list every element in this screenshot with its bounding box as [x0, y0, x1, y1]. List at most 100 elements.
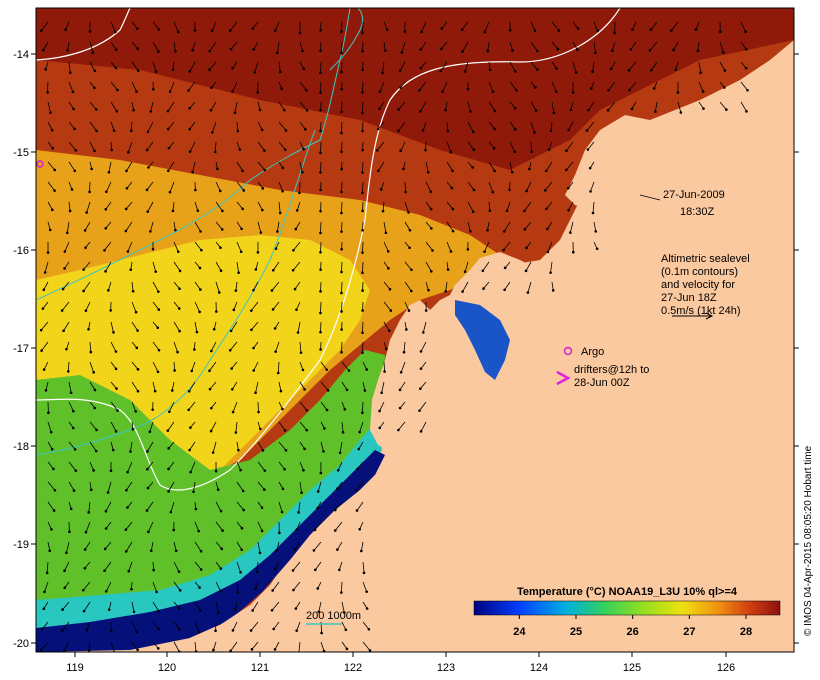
velocity-arrow: [509, 41, 513, 51]
velocity-arrow-head: [211, 451, 215, 454]
velocity-arrow: [299, 381, 305, 390]
velocity-arrow: [299, 481, 302, 493]
lon-tick-label: 125: [623, 662, 641, 674]
velocity-arrow-head: [62, 329, 65, 333]
velocity-arrow: [232, 81, 238, 92]
velocity-arrow-head: [482, 287, 485, 290]
velocity-arrow-head: [94, 449, 98, 453]
velocity-arrow-head: [87, 648, 91, 652]
colorbar-title: Temperature (°C) NOAA19_L3U 10% ql>=4: [517, 586, 738, 598]
argo-label: Argo: [581, 346, 604, 358]
lat-tick-label: -17: [13, 343, 29, 355]
velocity-arrow: [152, 281, 159, 292]
velocity-arrow: [152, 21, 160, 30]
velocity-arrow: [593, 221, 597, 232]
velocity-arrow-head: [380, 391, 383, 395]
velocity-arrow-head: [333, 529, 337, 532]
velocity-arrow: [62, 601, 70, 610]
velocity-arrow-head: [178, 269, 182, 273]
velocity-arrow: [125, 521, 133, 530]
velocity-arrow: [383, 41, 386, 51]
velocity-arrow-head: [409, 289, 413, 293]
velocity-arrow-head: [151, 247, 155, 251]
velocity-arrow-head: [360, 549, 363, 553]
velocity-arrow-head: [341, 430, 345, 434]
velocity-arrow-head: [199, 288, 202, 291]
velocity-arrow: [341, 201, 343, 214]
velocity-arrow-head: [444, 290, 447, 293]
velocity-arrow: [399, 401, 406, 409]
velocity-arrow-head: [400, 51, 404, 54]
velocity-arrow: [105, 581, 112, 592]
velocity-arrow: [404, 201, 409, 213]
velocity-arrow-head: [221, 209, 224, 213]
velocity-arrow: [292, 561, 301, 571]
velocity-arrow-head: [493, 109, 497, 113]
velocity-arrow-head: [530, 150, 533, 154]
velocity-arrow: [320, 641, 325, 652]
velocity-arrow-head: [51, 208, 54, 212]
velocity-arrow: [173, 581, 181, 591]
velocity-arrow: [272, 261, 280, 271]
velocity-arrow-head: [41, 307, 45, 310]
velocity-arrow: [189, 141, 196, 152]
velocity-arrow-head: [220, 547, 224, 551]
velocity-arrow: [420, 341, 427, 352]
velocity-arrow-head: [451, 169, 454, 173]
velocity-arrow-head: [326, 389, 330, 392]
velocity-arrow: [131, 281, 134, 292]
velocity-arrow: [341, 281, 343, 293]
velocity-arrow-head: [358, 527, 361, 531]
velocity-arrow-head: [190, 369, 194, 373]
velocity-arrow: [168, 461, 175, 470]
velocity-arrow-head: [197, 529, 200, 533]
velocity-arrow-head: [45, 571, 49, 575]
velocity-arrow-head: [342, 611, 346, 614]
velocity-arrow-head: [303, 388, 306, 391]
velocity-arrow: [236, 201, 243, 210]
velocity-arrow-head: [323, 427, 326, 430]
velocity-arrow: [299, 421, 308, 431]
velocity-arrow-head: [234, 431, 238, 434]
velocity-arrow: [509, 61, 516, 72]
velocity-arrow: [212, 441, 217, 453]
velocity-arrow: [126, 161, 133, 172]
velocity-arrow: [41, 341, 49, 351]
velocity-arrow-head: [543, 189, 547, 192]
velocity-arrow-head: [525, 246, 528, 250]
velocity-arrow-head: [320, 631, 323, 635]
velocity-arrow-head: [65, 231, 69, 235]
velocity-arrow-head: [198, 310, 201, 314]
velocity-arrow-head: [441, 90, 444, 93]
velocity-arrow-head: [514, 128, 517, 131]
velocity-arrow-head: [256, 251, 260, 254]
velocity-arrow: [446, 201, 454, 210]
velocity-arrow: [550, 121, 553, 131]
velocity-arrow-head: [319, 250, 322, 254]
velocity-arrow: [235, 281, 238, 291]
velocity-arrow: [236, 461, 241, 471]
velocity-arrow: [89, 361, 95, 373]
velocity-arrow: [379, 81, 385, 92]
velocity-arrow-head: [254, 391, 257, 395]
velocity-arrow-head: [136, 389, 140, 393]
velocity-arrow: [127, 141, 133, 153]
velocity-arrow-head: [177, 570, 181, 573]
velocity-arrow: [337, 481, 343, 489]
velocity-arrow: [194, 621, 200, 633]
velocity-arrow: [152, 381, 156, 392]
velocity-arrow-head: [42, 368, 46, 371]
velocity-arrow: [504, 281, 511, 290]
velocity-arrow-head: [472, 188, 476, 192]
velocity-arrow-head: [74, 149, 78, 152]
velocity-arrow-head: [488, 68, 492, 72]
velocity-arrow-head: [294, 607, 298, 610]
velocity-arrow: [110, 21, 116, 33]
velocity-arrow-head: [167, 447, 170, 450]
velocity-arrow-head: [239, 468, 242, 472]
velocity-arrow-head: [83, 566, 87, 570]
velocity-arrow-head: [301, 49, 304, 53]
velocity-arrow: [252, 601, 259, 611]
velocity-arrow-head: [72, 489, 76, 492]
velocity-arrow: [104, 561, 112, 571]
